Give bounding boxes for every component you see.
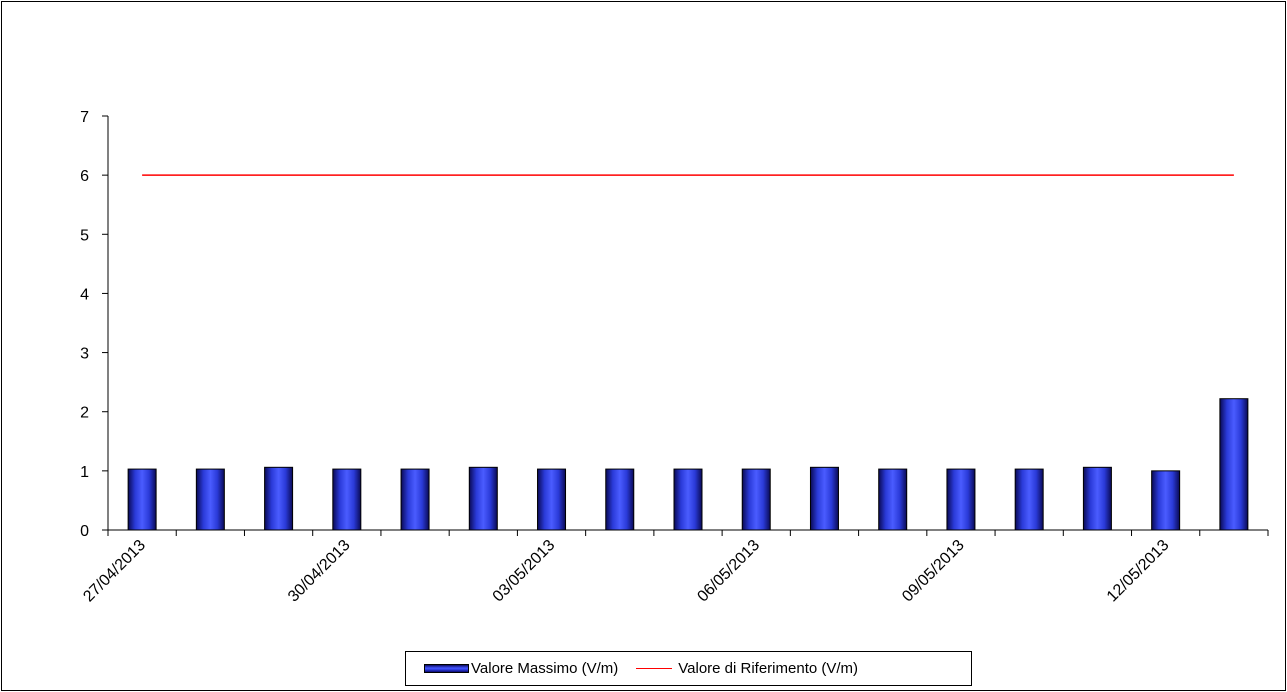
- bar: [1014, 468, 1044, 531]
- bar: [332, 468, 362, 531]
- legend-item-line: Valore di Riferimento (V/m): [618, 660, 858, 677]
- bar: [400, 468, 430, 531]
- y-tick-label: 4: [80, 286, 89, 303]
- bar: [673, 468, 703, 531]
- bar: [1219, 398, 1249, 531]
- x-tick-label: 06/05/2013: [694, 537, 763, 606]
- x-tick-label: 27/04/2013: [80, 537, 149, 606]
- bar: [195, 468, 225, 531]
- bar: [809, 466, 839, 531]
- y-tick-label: 0: [80, 523, 89, 540]
- legend-swatch-bar: [424, 664, 469, 673]
- y-tick-label: 1: [80, 464, 89, 481]
- legend-item-bar: Valore Massimo (V/m): [424, 660, 618, 677]
- legend: Valore Massimo (V/m) Valore di Riferimen…: [405, 651, 972, 686]
- legend-swatch-line: [636, 668, 673, 669]
- y-tick-label: 2: [80, 405, 89, 422]
- x-tick-label: 03/05/2013: [490, 537, 559, 606]
- bar: [127, 468, 157, 531]
- plot-area: 0 1 2 3 4 5 6 7 27/04/2013 30/04/2013 03/05/2013 06…: [80, 109, 1269, 606]
- legend-label-bar: Valore Massimo (V/m): [471, 660, 619, 677]
- y-tick-label: 5: [80, 227, 89, 244]
- legend-label-line: Valore di Riferimento (V/m): [678, 660, 859, 677]
- bar: [741, 468, 771, 531]
- bar: [605, 468, 635, 531]
- x-tick-label: 30/04/2013: [285, 537, 354, 606]
- bar: [1082, 466, 1112, 531]
- bar: [946, 468, 976, 531]
- bar: [1151, 470, 1181, 531]
- x-tick-label: 12/05/2013: [1104, 537, 1173, 606]
- x-tick-label: 09/05/2013: [899, 537, 968, 606]
- y-tick-label: 3: [80, 346, 89, 363]
- bar: [878, 468, 908, 531]
- bar: [537, 468, 567, 531]
- y-tick-label: 6: [80, 168, 89, 185]
- y-tick-label: 7: [80, 109, 89, 126]
- bar: [468, 466, 498, 531]
- bar: [264, 466, 294, 531]
